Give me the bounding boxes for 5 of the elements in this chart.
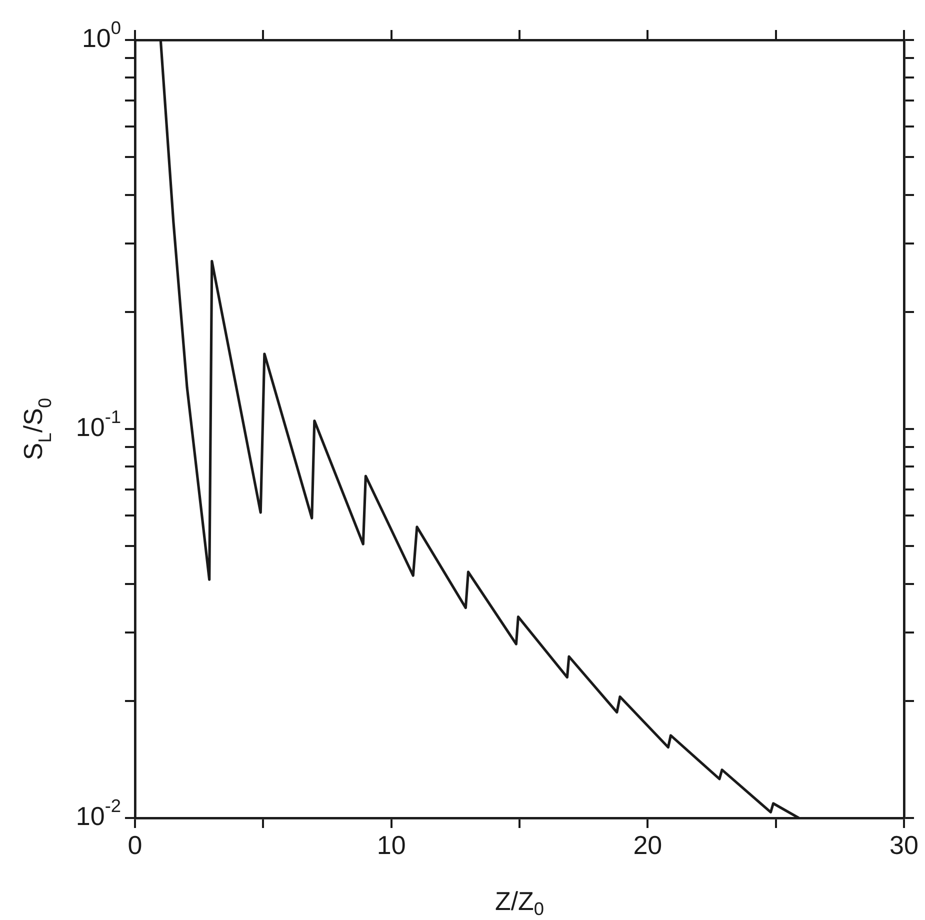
x-tick-label: 30 [890, 830, 918, 860]
x-tick-label: 0 [128, 830, 142, 860]
y-axis-title: SL/S0 [18, 398, 55, 460]
x-tick-label: 20 [633, 830, 662, 860]
x-tick-label: 10 [376, 830, 406, 860]
